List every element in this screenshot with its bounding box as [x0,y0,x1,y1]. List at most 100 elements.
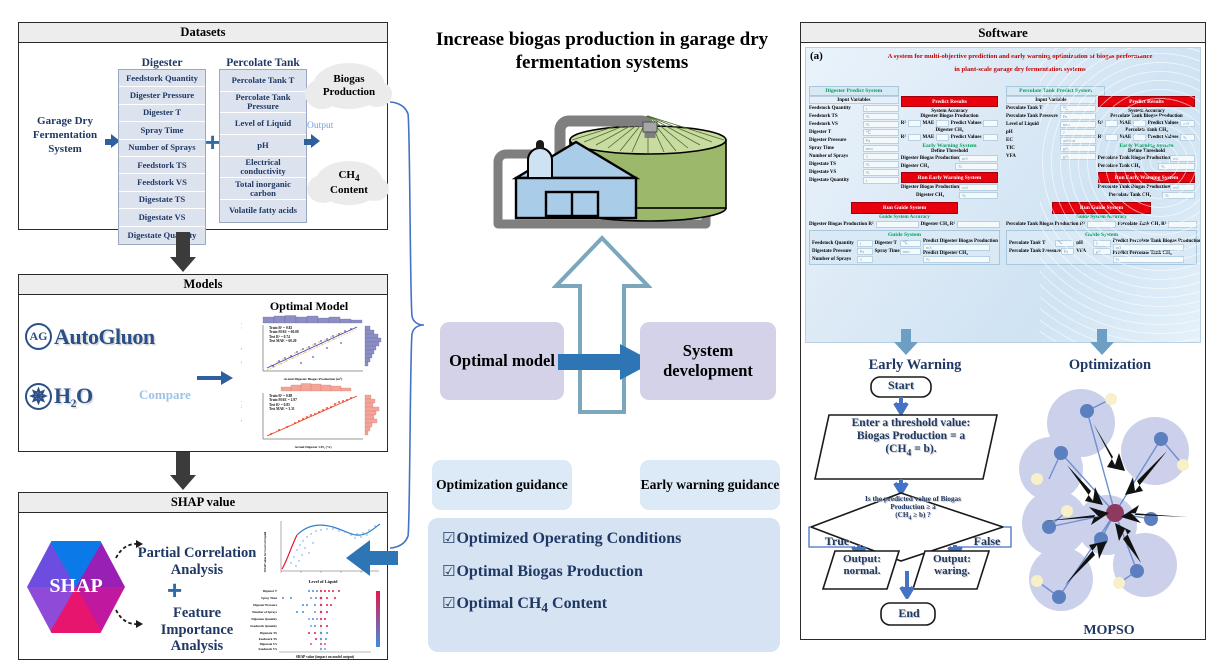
software-input-field[interactable]: 1 [1059,129,1096,136]
digester-predict-system-half: Digester Predict System Input Variables … [806,86,1003,342]
digester-run-early-warning-button[interactable]: Run Early Warning System [900,172,999,184]
optimization-guidance-label: Optimization guidance [436,476,568,492]
percolate-result-field-2[interactable]: % [1162,192,1196,200]
digester-predict-values-field-1[interactable] [983,119,999,127]
digester-input-fields[interactable]: Feedstock Quantity t Feedstork TS% Feedstor… [809,105,899,184]
digester-predict-results-button[interactable]: Predict Results [900,96,999,108]
percolate-run-early-warning-button[interactable]: Run Early Warning System [1097,172,1196,184]
software-input-label: Feedstork VS [809,122,838,127]
percolate-predict-values-field-2[interactable]: % [1180,134,1196,142]
software-input-field[interactable]: 1 [862,153,899,160]
digester-guide-acc-field-2[interactable] [956,220,1000,228]
percolate-guide-acc-field-1[interactable] [1086,220,1116,228]
software-input-field[interactable]: % [862,121,899,128]
software-input-label: Percolate Tank Pressure [1006,114,1058,119]
digester-variable-group: Digester Feedstork Quantity Digester Pres… [118,57,206,245]
feature-importance-analysis-label: Feature Importance Analysis [160,605,234,655]
software-input-field[interactable]: % [862,161,899,168]
digester-threshold-field-2[interactable]: % [955,163,999,171]
datasets-panel-body: Garage Dry Fermentation System Digester … [19,43,392,245]
software-input-field[interactable]: % [862,169,899,176]
shap-value-panel: SHAP value SHAP Partial Correlation Anal… [18,492,388,660]
beeswarm-feature-label: Feedstork Quantity [250,624,277,628]
percolate-mae-field-2[interactable] [1133,134,1146,142]
software-input-field[interactable]: mS/cm [1059,137,1096,144]
beeswarm-feature-label: Digestate VS [259,642,277,646]
software-input-label: pH [1006,130,1013,135]
system-development-box: System development [640,322,776,400]
ch4-plot-xlabel: Actual Digester CH₄ (%) [294,445,332,449]
software-input-field[interactable]: ℃ [862,129,899,136]
digester-result-label-1: Digester Biogas Production [900,185,960,191]
digester-run-guide-button[interactable]: Run Guide System [851,202,958,214]
shap-panel-body: SHAP Partial Correlation Analysis + Feat… [19,513,387,659]
plus-sign-datasets: + [205,127,221,157]
ch4-content-cloud: CH4 Content [307,161,389,205]
software-input-field[interactable]: Pa [862,137,899,144]
percolate-guide-out-field-2[interactable]: % [1112,255,1185,263]
software-input-label: Digestate TS [809,162,836,167]
datasets-panel: Datasets Garage Dry Fermentation System … [18,22,392,245]
percolate-result-field-1[interactable]: m3 [1170,184,1196,192]
digester-r2-label-2: R² [900,135,906,141]
software-input-field[interactable]: g/L [1059,145,1096,152]
variable-cell: Digester T [119,104,205,123]
software-input-field[interactable]: % [862,113,899,120]
arrow-datasets-to-models-icon [163,232,203,272]
digester-guide-in-field-1[interactable]: t [856,239,873,247]
digester-result-label-2: Digester CH₄ [916,193,944,199]
percolate-guide-in-field-2[interactable]: Pa [1060,247,1075,255]
digester-mae-field-2[interactable] [936,134,949,142]
percolate-guide-acc-field-2[interactable] [1168,220,1197,228]
percolate-mae-field-1[interactable] [1133,119,1146,127]
digester-guide-out-field-1[interactable]: m3 [923,243,990,251]
software-input-row: Digester Pressure Pa [809,137,899,144]
digester-guide-acc-field-1[interactable] [875,220,919,228]
software-application-window[interactable]: (a) A system for multi-objective predict… [805,47,1201,343]
percolate-guide-in-label-2: Percolate Tank Pressure [1009,248,1061,254]
percolate-guide-out-field-1[interactable]: m3 [1112,243,1185,251]
digester-guide-out-field-2[interactable]: % [923,255,990,263]
dashed-arrow-down-icon [115,609,143,628]
software-input-field[interactable]: min [862,145,899,152]
percolate-predict-values-field-1[interactable]: m3 [1180,119,1196,127]
digester-system-accuracy-label: System Accuracy [931,108,968,114]
digester-result-field-1[interactable]: m3 [959,184,999,192]
digester-r2-field-2[interactable] [907,134,921,142]
digester-r2-field-1[interactable] [907,119,921,127]
software-input-row: Digestate VS% [809,169,899,176]
software-input-field[interactable]: t [862,177,899,184]
software-input-label: Digestate Quantity [809,178,850,183]
software-input-row: Feedstork TS% [809,113,899,120]
digester-predict-values-field-2[interactable] [983,134,999,142]
percolate-threshold-field-2[interactable]: % [1158,163,1196,171]
digester-threshold-field-1[interactable]: m3 [958,155,999,163]
digester-result-field-2[interactable]: % [959,192,999,200]
digester-guide-in-field-3[interactable]: 1 [856,255,873,263]
variable-cell: Feedstork Quantity [119,70,205,88]
software-input-field[interactable]: ℃ [1059,105,1096,112]
outcomes-checklist-box: ☑Optimized Operating Conditions ☑Optimal… [428,518,780,652]
percolate-threshold-field-1[interactable]: m3 [1170,155,1196,163]
digester-guide-mid-field-1[interactable]: ℃ [899,239,921,247]
percolate-guide-mid-field-1[interactable]: 1 [1092,239,1111,247]
percolate-r2-field-1[interactable] [1104,119,1118,127]
percolate-guide-in-field-1[interactable]: ℃ [1054,239,1075,247]
software-input-field[interactable]: g/L [1059,153,1096,160]
percolate-guide-mid-field-2[interactable]: g/L [1092,247,1111,255]
digester-guide-in-field-2[interactable]: Pa [856,247,873,255]
percolate-input-fields[interactable]: Percolate Tank T ℃ Percolate Tank Pressure… [1006,105,1096,160]
digester-mae-field-1[interactable] [936,119,949,127]
percolate-run-guide-button[interactable]: Run Guide System [1051,202,1152,214]
beeswarm-xlabel: SHAP value (impact on model output) [295,655,355,659]
software-input-field[interactable]: mm [1059,121,1096,128]
software-input-row: Spray Time min [809,145,899,152]
percolate-r2-field-2[interactable] [1104,134,1118,142]
software-input-field[interactable]: t [862,105,899,112]
software-input-field[interactable]: Pa [1059,113,1096,120]
digester-guide-mid-field-2[interactable]: min [899,247,921,255]
checklist-item-label: Optimal CH4 Content [456,595,608,616]
percolate-predict-results-button[interactable]: Predict Results [1097,96,1196,108]
software-input-row: Percolate Tank Pressure Pa [1006,113,1096,120]
digester-guide-in-label-3: Number of Sprays [812,256,852,262]
